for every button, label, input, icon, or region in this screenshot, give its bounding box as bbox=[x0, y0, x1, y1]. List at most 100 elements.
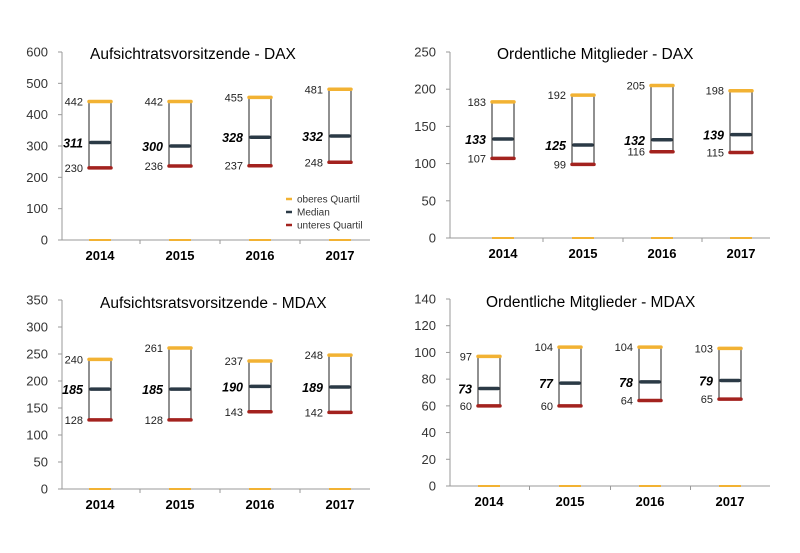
y-tick-label: 40 bbox=[422, 425, 436, 440]
median-label: 328 bbox=[222, 131, 243, 145]
x-tick-label: 2014 bbox=[86, 248, 116, 263]
y-tick-label: 50 bbox=[34, 455, 48, 470]
lower-quartile-label: 230 bbox=[65, 163, 83, 175]
lower-quartile-label: 60 bbox=[541, 401, 553, 413]
quartile-box bbox=[477, 355, 501, 407]
y-tick-label: 120 bbox=[414, 318, 436, 333]
quartile-box bbox=[248, 96, 272, 167]
y-tick-label: 150 bbox=[26, 401, 48, 416]
median-label: 190 bbox=[222, 380, 243, 394]
y-tick-label: 100 bbox=[26, 201, 48, 216]
quartile-box bbox=[650, 84, 674, 153]
y-tick-label: 500 bbox=[26, 76, 48, 91]
x-tick-label: 2016 bbox=[636, 494, 665, 509]
median-label: 139 bbox=[703, 129, 724, 143]
y-tick-label: 350 bbox=[26, 293, 48, 308]
quartile-box bbox=[88, 101, 112, 169]
quartile-box bbox=[491, 101, 515, 159]
upper-quartile-label: 442 bbox=[65, 97, 83, 109]
x-tick-label: 2015 bbox=[166, 497, 195, 512]
lower-quartile-label: 236 bbox=[145, 161, 163, 173]
lower-quartile-label: 128 bbox=[65, 415, 83, 427]
chart-panel-4: 0 20 40 60 80 100 120 140 Ordentliche Mitglieder… bbox=[414, 292, 770, 509]
lower-quartile-label: 115 bbox=[706, 147, 724, 159]
median-label: 189 bbox=[302, 381, 323, 395]
x-tick-label: 2017 bbox=[326, 497, 355, 512]
median-label: 311 bbox=[63, 137, 83, 151]
x-tick-label: 2016 bbox=[246, 248, 275, 263]
lower-quartile-label: 65 bbox=[701, 394, 713, 406]
y-tick-label: 0 bbox=[429, 231, 436, 246]
median-label: 77 bbox=[539, 377, 554, 391]
upper-quartile-label: 183 bbox=[468, 97, 486, 109]
lower-quartile-label: 64 bbox=[621, 396, 633, 408]
x-tick-label: 2016 bbox=[648, 246, 677, 261]
y-tick-label: 250 bbox=[414, 45, 436, 60]
legend-label: unteres Quartil bbox=[297, 221, 363, 232]
lower-quartile-label: 60 bbox=[460, 401, 472, 413]
quartile-box bbox=[638, 346, 662, 402]
upper-quartile-label: 104 bbox=[535, 342, 553, 354]
y-tick-label: 140 bbox=[414, 292, 436, 307]
upper-quartile-label: 205 bbox=[627, 80, 645, 92]
quartile-box bbox=[168, 347, 192, 421]
lower-quartile-label: 248 bbox=[305, 157, 323, 169]
x-tick-label: 2017 bbox=[716, 494, 745, 509]
lower-quartile-label: 237 bbox=[225, 161, 243, 173]
y-tick-label: 300 bbox=[26, 139, 48, 154]
chart-title: Aufsichtratsvorsitzende - DAX bbox=[90, 46, 297, 63]
median-label: 332 bbox=[302, 130, 323, 144]
y-tick-label: 100 bbox=[414, 156, 436, 171]
lower-quartile-label: 142 bbox=[305, 407, 323, 419]
upper-quartile-label: 455 bbox=[225, 92, 243, 104]
quartile-box bbox=[558, 346, 582, 407]
upper-quartile-label: 442 bbox=[145, 97, 163, 109]
lower-quartile-label: 116 bbox=[627, 147, 645, 159]
x-tick-label: 2015 bbox=[556, 494, 585, 509]
legend-label: Median bbox=[297, 208, 330, 219]
chart-title: Ordentliche Mitglieder - DAX bbox=[497, 46, 694, 63]
quartile-box bbox=[729, 90, 753, 153]
y-tick-label: 100 bbox=[414, 345, 436, 360]
quartile-box bbox=[718, 347, 742, 400]
y-tick-label: 60 bbox=[422, 398, 436, 413]
y-tick-label: 80 bbox=[422, 372, 436, 387]
upper-quartile-label: 248 bbox=[305, 350, 323, 362]
x-tick-label: 2016 bbox=[246, 497, 275, 512]
y-tick-label: 100 bbox=[26, 428, 48, 443]
x-tick-label: 2014 bbox=[475, 494, 505, 509]
x-tick-label: 2017 bbox=[727, 246, 756, 261]
y-tick-label: 200 bbox=[26, 170, 48, 185]
x-tick-label: 2017 bbox=[326, 248, 355, 263]
y-tick-label: 0 bbox=[429, 479, 436, 494]
quartile-box bbox=[328, 354, 352, 413]
median-label: 125 bbox=[545, 139, 567, 153]
upper-quartile-label: 481 bbox=[305, 84, 323, 96]
x-tick-label: 2014 bbox=[489, 246, 519, 261]
quartile-box bbox=[168, 101, 192, 167]
y-tick-label: 20 bbox=[422, 452, 436, 467]
median-label: 133 bbox=[465, 133, 486, 147]
chart-title: Ordentliche Mitglieder - MDAX bbox=[486, 294, 696, 311]
y-tick-label: 50 bbox=[422, 193, 436, 208]
median-label: 78 bbox=[619, 376, 633, 390]
lower-quartile-label: 143 bbox=[225, 407, 243, 419]
upper-quartile-label: 97 bbox=[460, 351, 472, 363]
y-tick-label: 150 bbox=[414, 119, 436, 134]
chart-panel-1: 0 100 200 300 400 500 600 Aufsichtratsvorsitzen… bbox=[26, 45, 370, 263]
median-label: 132 bbox=[624, 134, 645, 148]
upper-quartile-label: 198 bbox=[706, 86, 724, 98]
quartile-box bbox=[328, 88, 352, 163]
x-tick-label: 2014 bbox=[86, 497, 116, 512]
y-tick-label: 600 bbox=[26, 45, 48, 60]
y-tick-label: 300 bbox=[26, 320, 48, 335]
y-tick-label: 200 bbox=[414, 82, 436, 97]
median-label: 185 bbox=[142, 383, 164, 397]
y-tick-label: 0 bbox=[41, 482, 48, 497]
y-tick-label: 0 bbox=[41, 233, 48, 248]
x-tick-label: 2015 bbox=[569, 246, 598, 261]
median-label: 73 bbox=[458, 382, 472, 396]
y-tick-label: 200 bbox=[26, 374, 48, 389]
